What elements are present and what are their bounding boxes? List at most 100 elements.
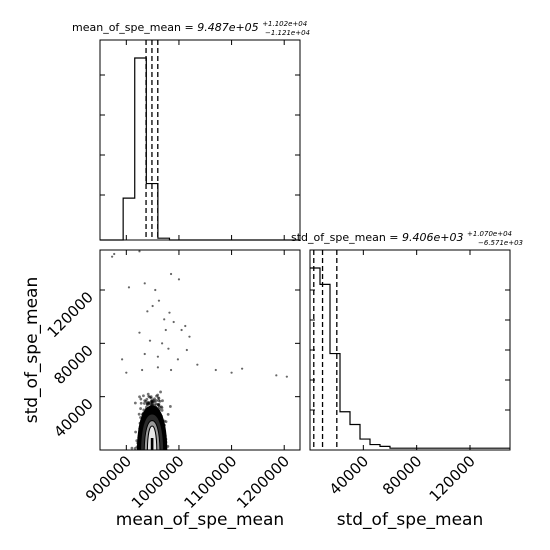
scatter-cloud-point	[139, 401, 143, 405]
title-mean: mean_of_spe_mean = 9.487e+05 +1.102e+04	[72, 20, 307, 34]
hist-std-step	[310, 267, 510, 449]
scatter-point	[185, 348, 188, 352]
scatter-cloud-point	[152, 399, 156, 403]
x-tick-label-std: 40000	[326, 452, 372, 498]
y-tick-label-std: 80000	[50, 341, 96, 387]
scatter-cloud-point	[156, 396, 160, 400]
histogram-mean-panel	[99, 39, 301, 241]
scatter-cloud-point	[134, 430, 138, 434]
title-mean-eq: =	[181, 21, 197, 34]
scatter-cloud-point	[158, 405, 161, 409]
title-std-eq: =	[386, 231, 402, 244]
scatter-point	[180, 328, 183, 332]
scatter-cloud-point	[137, 412, 141, 416]
scatter-point	[111, 255, 114, 258]
scatter-cloud-point	[139, 407, 142, 410]
scatter-cloud-point	[146, 392, 150, 396]
scatter-point	[156, 366, 159, 369]
scatter-point	[285, 375, 288, 378]
scatter-point	[230, 371, 233, 374]
scatter-cloud-point	[145, 397, 149, 401]
scatter-cloud-point	[166, 413, 170, 416]
scatter-point	[156, 355, 159, 358]
scatter-frame	[99, 249, 301, 451]
x-tick-label-std: 80000	[379, 452, 425, 498]
scatter-background	[100, 250, 300, 450]
scatter-cloud-point	[150, 400, 154, 404]
scatter-cloud-point	[142, 394, 145, 398]
scatter-point	[163, 318, 166, 321]
y-axis-label-std: std_of_spe_mean	[22, 277, 42, 424]
title-mean-plus: +1.102e+04	[262, 20, 307, 28]
x-tick-label-mean: 900000	[82, 452, 135, 505]
hist-std-frame	[309, 249, 511, 451]
scatter-point	[167, 347, 170, 350]
title-mean-value: 9.487e+05	[197, 21, 258, 34]
scatter-point	[151, 304, 154, 308]
title-mean-minus: −1.121e+04	[265, 29, 310, 37]
histogram-std-panel: 40000 80000 120000	[309, 249, 511, 505]
scatter-point	[188, 335, 191, 338]
scatter-cloud-point	[143, 399, 147, 403]
x-tick-label-mean: 1100000	[180, 452, 240, 512]
scatter-cloud-point	[168, 405, 172, 408]
scatter-point	[138, 250, 141, 253]
scatter-cloud-point	[160, 408, 164, 412]
scatter-point	[113, 252, 116, 256]
title-std-name: std_of_spe_mean	[291, 231, 386, 244]
scatter-point	[146, 310, 149, 313]
x-axis-label-std: std_of_spe_mean	[337, 510, 484, 530]
x-tick-label-std: 120000	[426, 452, 479, 505]
title-mean-name: mean_of_spe_mean	[72, 21, 181, 34]
scatter-cloud-point	[149, 395, 153, 399]
y-tick-label-std: 40000	[50, 395, 96, 441]
scatter-point	[177, 278, 181, 281]
scatter-point	[196, 363, 199, 366]
scatter-point	[184, 324, 187, 328]
scatter-point	[154, 288, 157, 292]
scatter-cloud-point	[130, 446, 134, 450]
scatter-point	[161, 342, 164, 345]
title-std-minus: −6.571e+03	[478, 239, 523, 247]
scatter-point	[138, 331, 141, 334]
scatter-point	[143, 352, 146, 356]
scatter-cloud-point	[142, 402, 146, 405]
scatter-point	[164, 328, 167, 332]
title-std-plus: +1.070e+04	[467, 230, 512, 238]
x-tick-label-mean: 1200000	[233, 452, 293, 512]
scatter-point	[143, 282, 146, 285]
scatter-point	[148, 339, 152, 342]
contour-core	[150, 438, 154, 450]
x-axis-label-mean: mean_of_spe_mean	[116, 510, 284, 530]
title-std: std_of_spe_mean = 9.406e+03 +1.070e+04	[291, 230, 512, 244]
scatter-point	[214, 368, 217, 372]
scatter-point	[157, 299, 161, 302]
scatter-cloud-point	[133, 401, 137, 405]
scatter-point	[168, 311, 171, 314]
x-tick-label-mean: 1000000	[128, 452, 188, 512]
scatter-point	[172, 320, 175, 324]
scatter-point	[125, 371, 128, 374]
scatter-point	[275, 374, 278, 377]
scatter-cloud-point	[154, 399, 158, 402]
scatter-point	[176, 358, 179, 361]
scatter-point	[141, 368, 144, 372]
scatter-point	[121, 358, 124, 361]
title-std-value: 9.406e+03	[402, 231, 463, 244]
scatter-cloud-point	[147, 394, 151, 398]
scatter-cloud-point	[138, 395, 141, 399]
scatter-point	[169, 272, 173, 276]
y-tick-label-std: 120000	[44, 288, 97, 341]
hist-mean-frame	[99, 39, 301, 241]
scatter-point	[127, 286, 131, 289]
scatter-point	[169, 368, 173, 372]
scatter-cloud-point	[164, 420, 168, 424]
scatter-cloud-point	[154, 402, 158, 406]
scatter-cloud-point	[157, 402, 161, 406]
scatter-cloud-point	[156, 393, 160, 397]
scatter-point	[241, 367, 244, 370]
scatter-cloud-point	[161, 399, 164, 403]
scatter-cloud-point	[157, 399, 161, 402]
scatter-cloud-point	[145, 402, 149, 406]
